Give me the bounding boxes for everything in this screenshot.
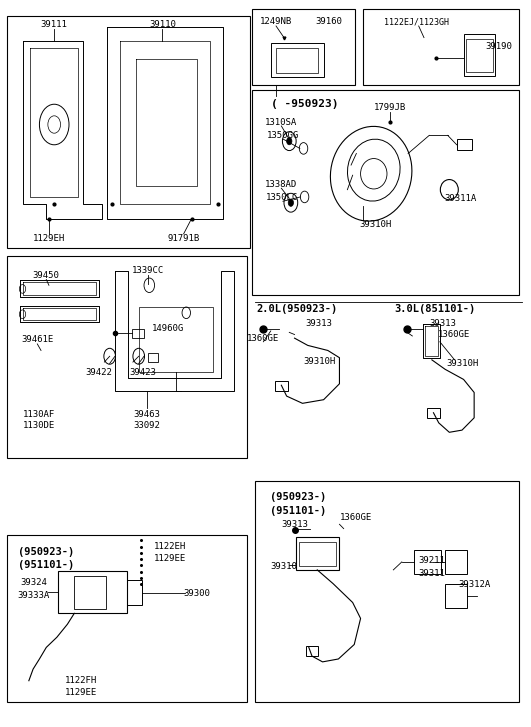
Text: 1799JB: 1799JB	[373, 103, 406, 113]
Text: 39311A: 39311A	[445, 194, 477, 203]
Text: 14960G: 14960G	[152, 324, 184, 333]
Bar	[445, 585, 467, 608]
Bar	[7, 257, 247, 458]
Text: 39111: 39111	[41, 20, 67, 29]
Text: 3.0L(851101-): 3.0L(851101-)	[394, 304, 475, 314]
Bar	[415, 550, 441, 574]
Text: 39312A: 39312A	[458, 580, 490, 589]
Text: 1360GE: 1360GE	[438, 330, 470, 339]
Text: 1122EJ/1123GH: 1122EJ/1123GH	[383, 17, 449, 26]
Bar	[445, 550, 467, 574]
Circle shape	[287, 137, 292, 145]
Text: 39160: 39160	[315, 17, 342, 26]
Text: 39110: 39110	[149, 20, 176, 29]
Bar	[466, 39, 493, 73]
Bar	[299, 542, 336, 566]
Text: 39190: 39190	[485, 41, 512, 51]
Bar	[74, 576, 106, 609]
Text: 1129EE: 1129EE	[155, 554, 186, 563]
Text: 39423: 39423	[130, 368, 157, 377]
Text: 39310H: 39310H	[303, 357, 336, 366]
Bar	[271, 43, 323, 78]
Text: 1130AF: 1130AF	[23, 410, 56, 419]
Text: 1339CC: 1339CC	[132, 266, 165, 276]
Bar	[58, 571, 127, 614]
Text: 1310SA: 1310SA	[265, 118, 297, 126]
Text: 1350GG: 1350GG	[267, 131, 299, 140]
Bar	[255, 481, 519, 702]
Text: 39313: 39313	[281, 520, 308, 529]
Text: 1360GE: 1360GE	[340, 513, 372, 522]
Text: 1360GE: 1360GE	[247, 334, 279, 342]
Text: 39333A: 39333A	[17, 591, 49, 600]
Text: 1338AD: 1338AD	[265, 180, 297, 189]
Bar	[306, 646, 318, 656]
Text: 1129EH: 1129EH	[33, 234, 65, 244]
Bar	[148, 353, 158, 362]
Text: 39211: 39211	[418, 556, 446, 565]
Bar	[457, 139, 472, 150]
Text: 2.0L(950923-): 2.0L(950923-)	[256, 304, 338, 314]
Text: 39450: 39450	[33, 270, 59, 280]
Text: 39311: 39311	[418, 569, 446, 578]
Bar	[127, 580, 142, 605]
Text: (950923-): (950923-)	[18, 547, 74, 557]
Text: 39310: 39310	[271, 562, 297, 571]
Text: (951101-): (951101-)	[270, 505, 327, 515]
Text: 39313: 39313	[305, 319, 332, 328]
Bar	[464, 34, 495, 76]
Bar	[276, 49, 318, 73]
Text: 39422: 39422	[85, 368, 113, 377]
Text: 39324: 39324	[21, 579, 48, 587]
Text: 33092: 33092	[133, 421, 160, 430]
Text: 39310H: 39310H	[359, 220, 391, 229]
Bar	[296, 537, 339, 570]
Text: 39300: 39300	[183, 589, 210, 598]
Text: 91791B: 91791B	[167, 234, 200, 244]
Bar	[427, 408, 440, 418]
Text: 1122FH: 1122FH	[64, 676, 97, 686]
Bar	[275, 381, 288, 391]
Text: 39313: 39313	[429, 319, 456, 328]
Circle shape	[288, 199, 294, 206]
Text: 39463: 39463	[133, 410, 160, 419]
Bar	[7, 16, 250, 248]
Text: 1249NB: 1249NB	[260, 17, 292, 26]
Bar	[7, 535, 247, 702]
Text: ( -950923): ( -950923)	[271, 99, 339, 109]
Text: 1122EH: 1122EH	[155, 542, 186, 550]
Bar	[363, 9, 519, 84]
Bar	[132, 329, 144, 338]
Text: 1350LC: 1350LC	[266, 193, 298, 202]
Text: 39461E: 39461E	[21, 335, 54, 344]
Text: (950923-): (950923-)	[270, 492, 327, 502]
Text: 39310H: 39310H	[446, 359, 478, 368]
Bar	[252, 9, 355, 84]
Bar	[252, 90, 519, 294]
Text: 1130DE: 1130DE	[23, 421, 56, 430]
Text: 1129EE: 1129EE	[64, 688, 97, 696]
Text: (951101-): (951101-)	[18, 560, 74, 570]
Bar	[139, 307, 213, 372]
